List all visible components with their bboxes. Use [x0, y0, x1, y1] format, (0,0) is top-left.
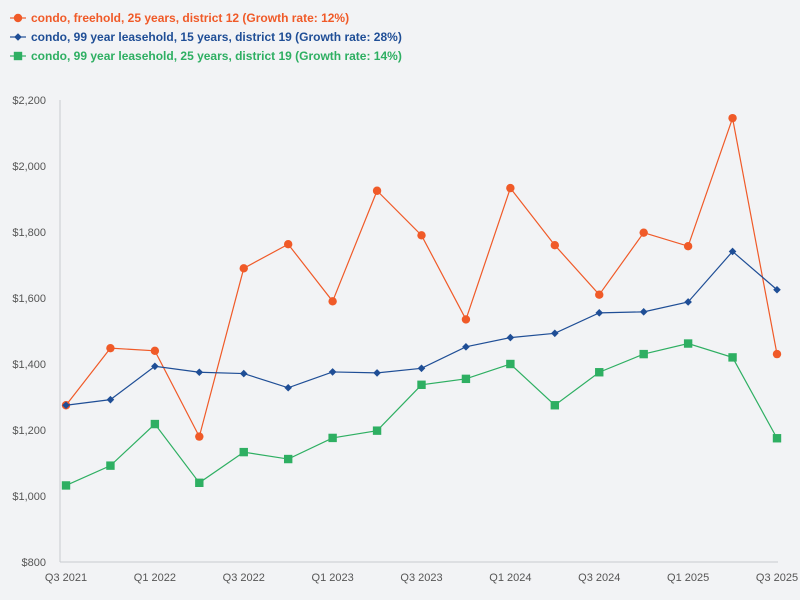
data-point — [550, 401, 560, 410]
data-point — [328, 368, 337, 376]
data-point — [684, 298, 692, 306]
x-tick-label: Q3 2021 — [45, 572, 87, 584]
legend-item: condo, freehold, 25 years, district 12 (… — [10, 11, 349, 25]
data-point — [417, 380, 426, 389]
data-point — [728, 247, 737, 256]
data-point — [106, 395, 115, 404]
data-point — [372, 426, 382, 435]
data-point — [595, 368, 604, 377]
legend-label: condo, 99 year leasehold, 25 years, dist… — [31, 49, 402, 63]
y-tick-label: $1,600 — [12, 293, 46, 305]
data-point — [195, 478, 204, 487]
data-point — [62, 401, 70, 410]
data-point — [683, 339, 693, 348]
data-point — [328, 297, 337, 306]
data-point — [462, 343, 470, 351]
x-tick-label: Q3 2022 — [223, 572, 265, 584]
y-tick-label: $1,000 — [12, 491, 46, 503]
x-tick-label: Q1 2023 — [312, 572, 354, 584]
legend-marker — [13, 13, 23, 23]
data-point — [106, 461, 115, 470]
series-1 — [61, 113, 782, 441]
data-point — [683, 241, 693, 251]
axes — [59, 100, 778, 563]
data-point — [239, 264, 248, 273]
series-2 — [62, 247, 781, 410]
data-point — [728, 113, 737, 123]
data-point — [195, 432, 204, 441]
data-point — [106, 343, 115, 353]
legend-marker — [13, 51, 23, 61]
legend-item: condo, 99 year leasehold, 25 years, dist… — [10, 49, 402, 63]
data-point — [283, 454, 293, 464]
data-point — [283, 240, 293, 249]
data-point — [506, 333, 515, 342]
data-point — [728, 353, 737, 362]
data-point — [550, 241, 560, 250]
x-tick-label: Q1 2024 — [489, 572, 531, 584]
data-point — [639, 308, 648, 316]
legend-item: condo, 99 year leasehold, 15 years, dist… — [10, 30, 402, 44]
series-3 — [61, 339, 782, 490]
data-point — [150, 419, 160, 429]
data-point — [195, 368, 204, 377]
data-point — [284, 383, 292, 392]
x-tick-label: Q3 2025 — [756, 572, 798, 584]
data-point — [639, 228, 648, 237]
y-tick-label: $800 — [22, 557, 46, 569]
data-point — [461, 315, 471, 324]
y-tick-label: $1,400 — [12, 359, 46, 371]
data-point — [239, 447, 248, 457]
legend-marker — [14, 33, 22, 41]
x-axis-ticks: Q3 2021 Q1 2022 Q3 2022 Q1 2023 Q3 2023 Q1 20… — [45, 572, 798, 584]
x-tick-label: Q3 2023 — [400, 572, 442, 584]
series-layer — [61, 113, 782, 490]
data-point — [373, 369, 381, 377]
data-point — [772, 349, 782, 359]
data-point — [506, 359, 515, 369]
x-tick-label: Q3 2024 — [578, 572, 620, 584]
y-tick-label: $2,200 — [12, 95, 46, 107]
data-point — [773, 285, 781, 294]
data-point — [551, 329, 559, 338]
data-point — [595, 309, 604, 317]
legend-label: condo, 99 year leasehold, 15 years, dist… — [31, 30, 402, 44]
data-point — [772, 434, 782, 443]
data-point — [506, 183, 515, 193]
legend-label: condo, freehold, 25 years, district 12 (… — [31, 11, 349, 25]
data-point — [461, 374, 471, 384]
x-tick-label: Q1 2022 — [134, 572, 176, 584]
data-point — [150, 346, 160, 355]
data-point — [372, 186, 382, 195]
data-point — [151, 362, 159, 371]
data-point — [639, 349, 648, 359]
x-tick-label: Q1 2025 — [667, 572, 709, 584]
y-tick-label: $1,200 — [12, 425, 46, 437]
data-point — [417, 364, 426, 373]
data-point — [595, 290, 604, 299]
y-axis-ticks: $800 $1,000 $1,200 $1,400 $1,600 $1,800 $2,000… — [12, 95, 46, 569]
y-tick-label: $2,000 — [12, 161, 46, 173]
data-point — [61, 481, 71, 490]
data-point — [417, 231, 426, 240]
data-point — [328, 433, 337, 443]
legend: condo, freehold, 25 years, district 12 (… — [10, 11, 402, 63]
y-tick-label: $1,800 — [12, 227, 46, 239]
data-point — [239, 369, 248, 378]
